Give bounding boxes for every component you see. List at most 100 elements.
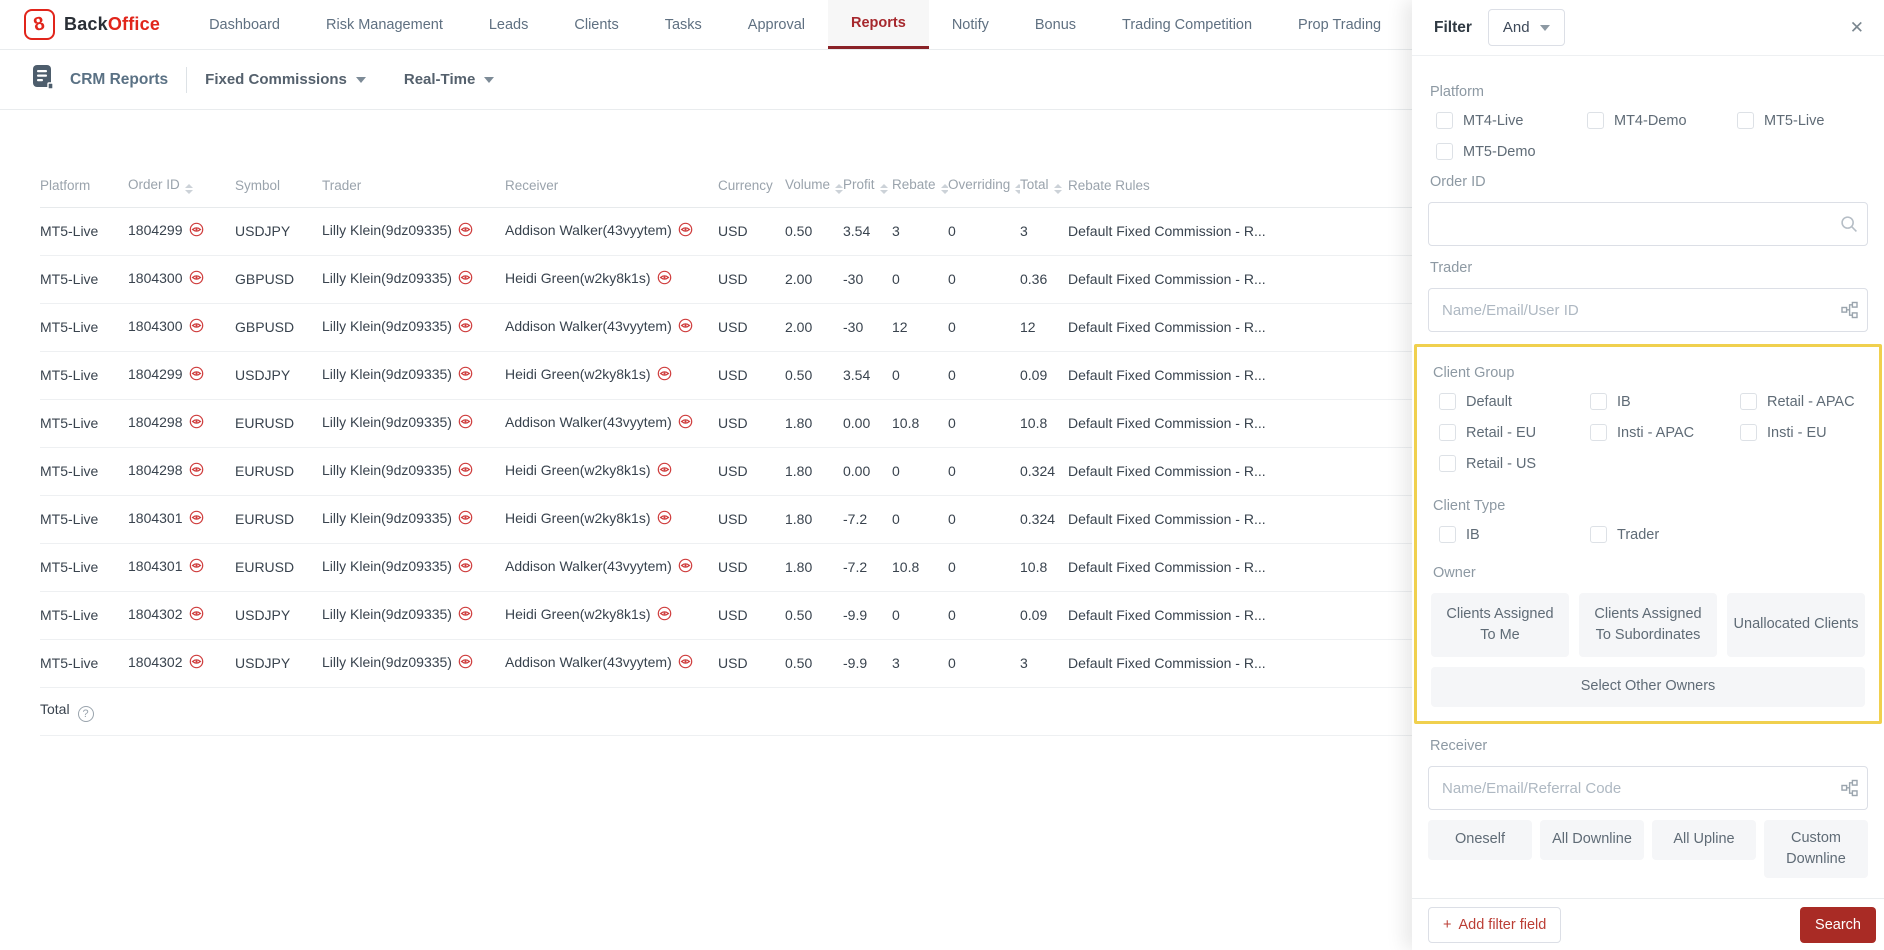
nav-item[interactable]: Dashboard — [209, 16, 280, 33]
column-header[interactable]: Symbol — [235, 165, 322, 208]
checkbox-option[interactable]: Retail - EU — [1439, 424, 1590, 441]
column-header[interactable]: Rebate — [892, 165, 948, 208]
checkbox[interactable] — [1439, 424, 1456, 441]
view-icon[interactable] — [678, 558, 693, 576]
checkbox-option[interactable]: Insti - EU — [1740, 424, 1865, 441]
sort-icon[interactable] — [835, 184, 843, 195]
checkbox[interactable] — [1740, 393, 1757, 410]
view-icon[interactable] — [189, 558, 204, 576]
view-icon[interactable] — [458, 414, 473, 432]
view-icon[interactable] — [678, 654, 693, 672]
nav-item[interactable]: Tasks — [664, 16, 702, 33]
view-icon[interactable] — [458, 606, 473, 624]
view-icon[interactable] — [189, 654, 204, 672]
checkbox-option[interactable]: MT5-Demo — [1436, 143, 1587, 160]
view-icon[interactable] — [458, 366, 473, 384]
checkbox[interactable] — [1590, 393, 1607, 410]
view-icon[interactable] — [458, 318, 473, 336]
nav-item[interactable]: Bonus — [1034, 16, 1077, 33]
owner-option-button[interactable]: Unallocated Clients — [1727, 593, 1865, 657]
nav-item[interactable]: Clients — [574, 16, 619, 33]
column-header[interactable]: Total — [1020, 165, 1068, 208]
time-mode-dropdown[interactable]: Real-Time — [404, 71, 495, 88]
view-icon[interactable] — [678, 414, 693, 432]
view-icon[interactable] — [678, 318, 693, 336]
view-icon[interactable] — [189, 366, 204, 384]
column-header[interactable]: Profit — [843, 165, 892, 208]
checkbox[interactable] — [1436, 143, 1453, 160]
sort-icon[interactable] — [184, 184, 193, 195]
nav-item[interactable]: Trading Competition — [1122, 16, 1253, 33]
filter-order-id-input[interactable] — [1428, 202, 1868, 246]
sort-icon[interactable] — [1053, 184, 1062, 195]
checkbox-option[interactable]: Insti - APAC — [1590, 424, 1740, 441]
sort-icon[interactable] — [1015, 184, 1020, 195]
filter-operator-dropdown[interactable]: And — [1487, 9, 1565, 46]
view-icon[interactable] — [458, 654, 473, 672]
receiver-scope-button[interactable]: Oneself — [1428, 820, 1532, 860]
nav-item[interactable]: Notify — [951, 16, 989, 33]
report-type-dropdown[interactable]: Fixed Commissions — [205, 71, 366, 88]
checkbox-option[interactable]: MT4-Live — [1436, 112, 1587, 129]
view-icon[interactable] — [657, 366, 672, 384]
checkbox[interactable] — [1439, 455, 1456, 472]
checkbox[interactable] — [1439, 393, 1456, 410]
checkbox-option[interactable]: IB — [1439, 526, 1590, 543]
receiver-scope-button[interactable]: Custom Downline — [1764, 820, 1868, 879]
column-header[interactable]: Currency — [718, 165, 785, 208]
filter-receiver-input[interactable] — [1428, 766, 1868, 810]
column-header[interactable]: Receiver — [505, 165, 718, 208]
view-icon[interactable] — [657, 606, 672, 624]
view-icon[interactable] — [657, 510, 672, 528]
view-icon[interactable] — [189, 414, 204, 432]
nav-item[interactable]: Approval — [747, 16, 806, 33]
checkbox[interactable] — [1439, 526, 1456, 543]
checkbox-option[interactable]: MT4-Demo — [1587, 112, 1737, 129]
view-icon[interactable] — [189, 270, 204, 288]
view-icon[interactable] — [458, 510, 473, 528]
select-other-owners-button[interactable]: Select Other Owners — [1431, 667, 1865, 707]
view-icon[interactable] — [189, 222, 204, 240]
checkbox-option[interactable]: Trader — [1590, 526, 1740, 543]
checkbox-option[interactable]: Retail - APAC — [1740, 393, 1865, 410]
help-icon[interactable]: ? — [77, 705, 94, 722]
checkbox[interactable] — [1737, 112, 1754, 129]
sort-icon[interactable] — [879, 184, 888, 195]
sort-icon[interactable] — [940, 184, 948, 195]
close-icon[interactable]: ✕ — [1849, 18, 1864, 37]
backoffice-logo[interactable]: 8 BackOffice — [0, 0, 186, 49]
view-icon[interactable] — [189, 606, 204, 624]
hierarchy-icon[interactable] — [1841, 779, 1858, 797]
view-icon[interactable] — [678, 222, 693, 240]
view-icon[interactable] — [189, 318, 204, 336]
nav-item[interactable]: Risk Management — [326, 16, 443, 33]
checkbox[interactable] — [1740, 424, 1757, 441]
checkbox[interactable] — [1587, 112, 1604, 129]
checkbox[interactable] — [1590, 526, 1607, 543]
checkbox-option[interactable]: Retail - US — [1439, 455, 1590, 472]
nav-item[interactable]: Reports — [828, 0, 929, 49]
nav-item[interactable]: Prop Trading — [1298, 16, 1382, 33]
checkbox-option[interactable]: MT5-Live — [1737, 112, 1868, 129]
search-button[interactable]: Search — [1800, 906, 1876, 943]
checkbox-option[interactable]: IB — [1590, 393, 1740, 410]
view-icon[interactable] — [458, 270, 473, 288]
filter-trader-input[interactable] — [1428, 288, 1868, 332]
receiver-scope-button[interactable]: All Upline — [1652, 820, 1756, 860]
column-header[interactable]: Order ID — [128, 165, 235, 208]
view-icon[interactable] — [458, 462, 473, 480]
view-icon[interactable] — [189, 462, 204, 480]
add-filter-field-button[interactable]: + Add filter field — [1428, 906, 1562, 943]
view-icon[interactable] — [189, 510, 204, 528]
checkbox[interactable] — [1590, 424, 1607, 441]
owner-option-button[interactable]: Clients Assigned To Me — [1431, 593, 1569, 657]
receiver-scope-button[interactable]: All Downline — [1540, 820, 1644, 860]
column-header[interactable]: Volume — [785, 165, 843, 208]
view-icon[interactable] — [657, 270, 672, 288]
column-header[interactable]: Platform — [40, 165, 128, 208]
view-icon[interactable] — [458, 222, 473, 240]
view-icon[interactable] — [458, 558, 473, 576]
owner-option-button[interactable]: Clients Assigned To Subordinates — [1579, 593, 1717, 657]
column-header[interactable]: Trader — [322, 165, 505, 208]
column-header[interactable]: Overriding — [948, 165, 1020, 208]
